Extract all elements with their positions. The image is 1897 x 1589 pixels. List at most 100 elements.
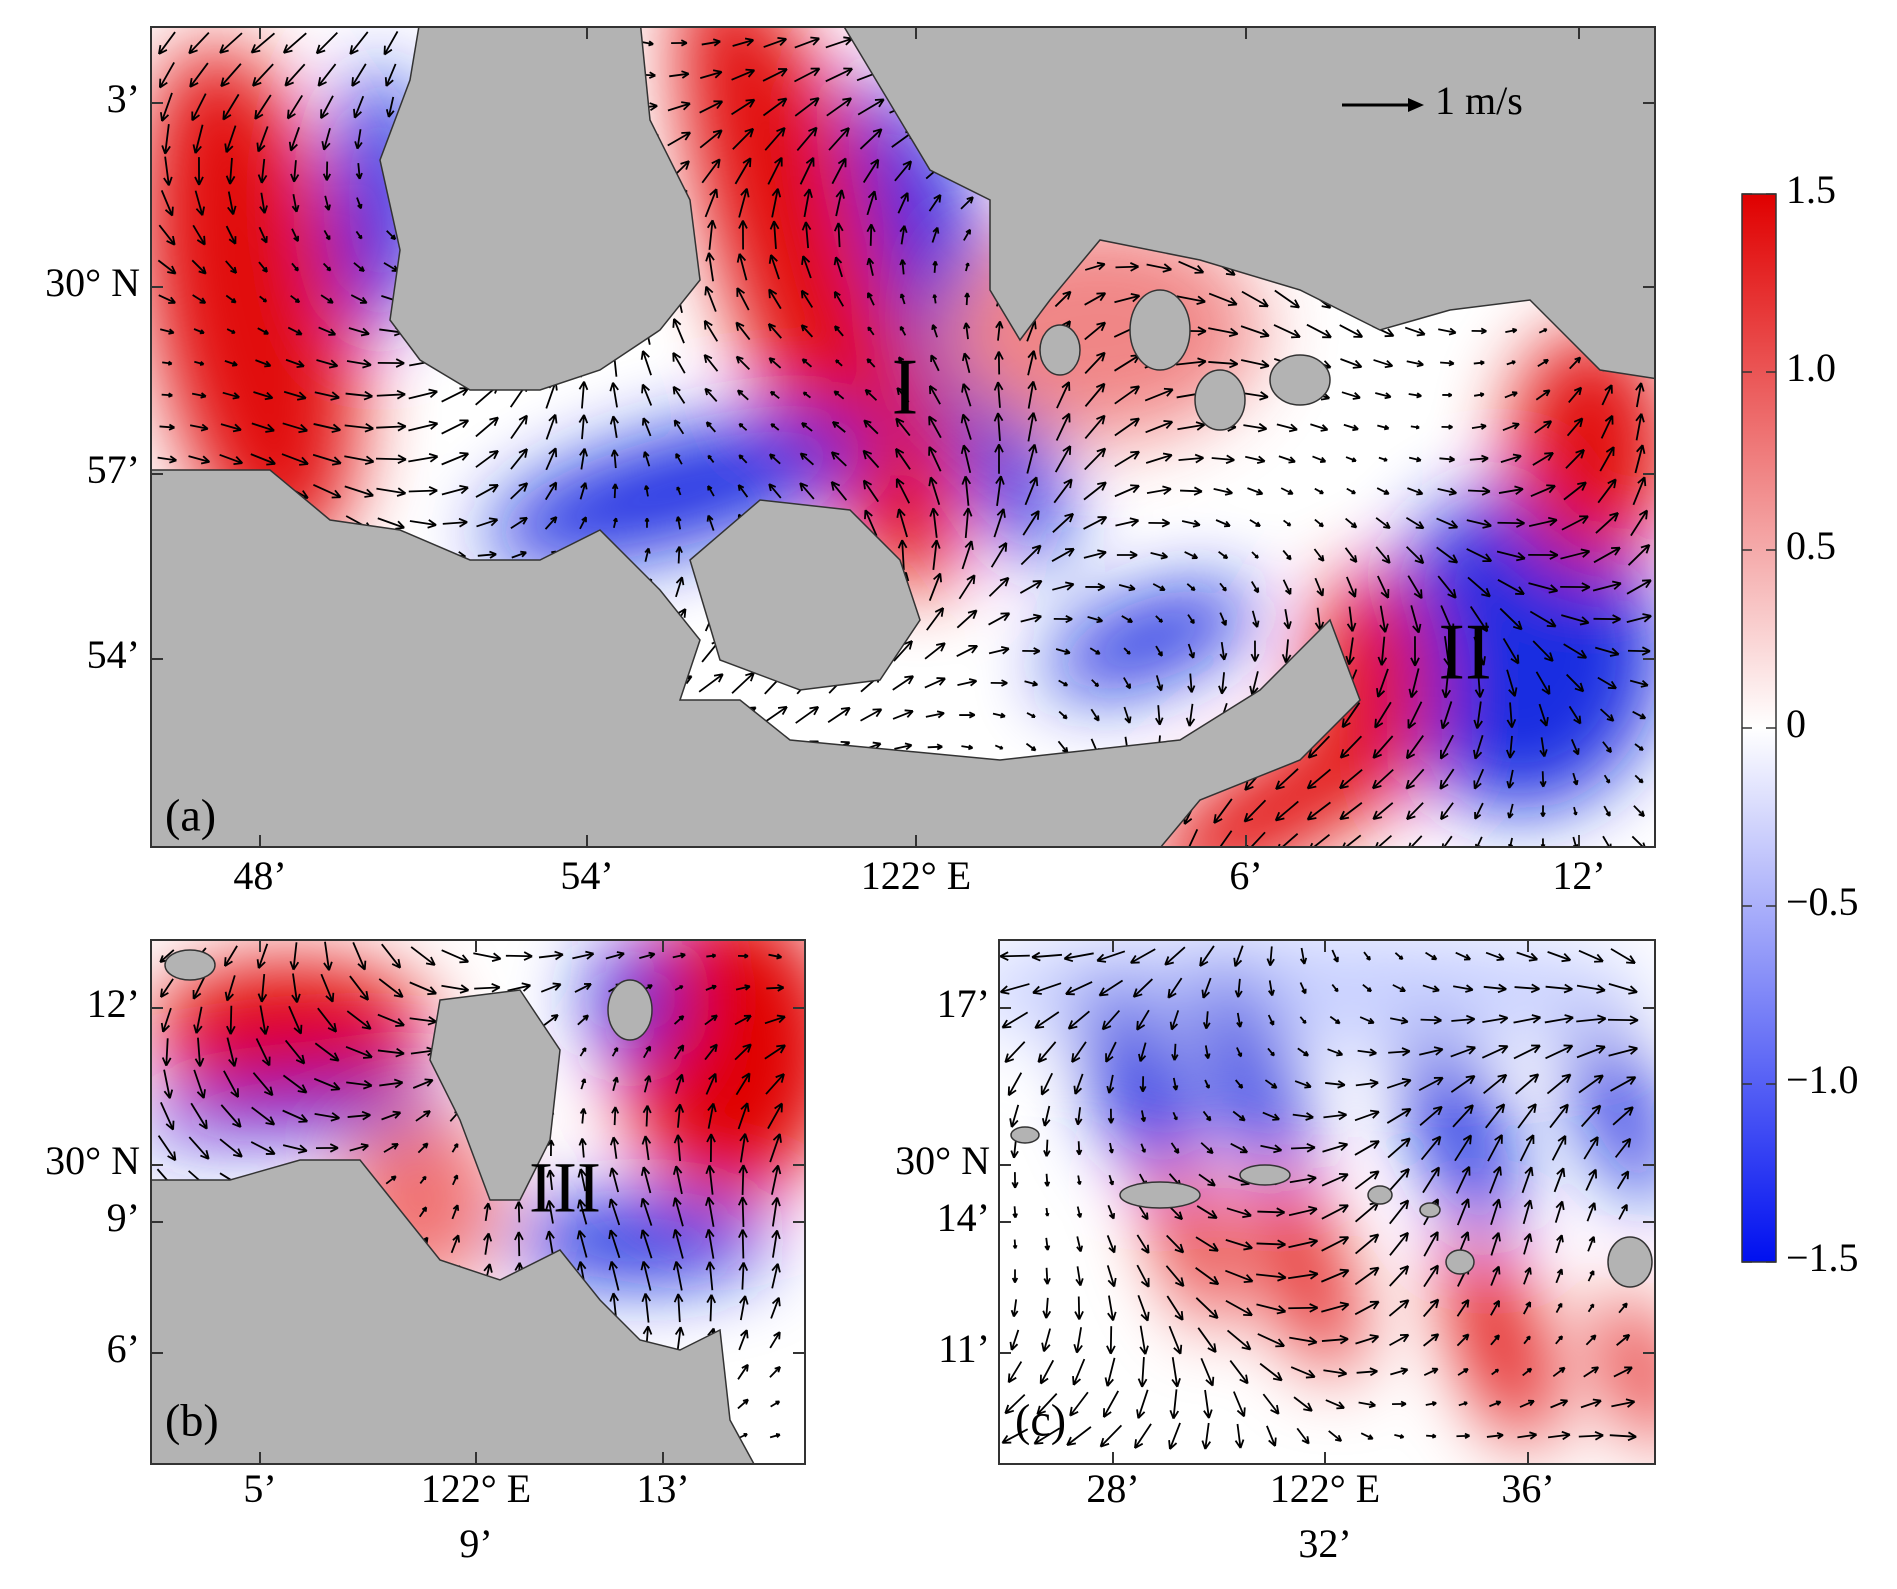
velocity-arrow — [1583, 1136, 1599, 1160]
velocity-arrow — [577, 1014, 590, 1026]
velocity-arrow — [1215, 519, 1231, 528]
velocity-arrow — [771, 1197, 781, 1227]
velocity-arrow — [1130, 948, 1156, 964]
velocity-arrow — [1234, 1079, 1244, 1089]
velocity-arrow — [254, 94, 272, 120]
velocity-arrow — [224, 125, 237, 154]
velocity-arrow — [672, 1197, 684, 1227]
velocity-arrow — [344, 422, 374, 433]
velocity-arrow — [866, 257, 875, 276]
velocity-arrow — [1456, 1333, 1470, 1347]
velocity-arrow — [1344, 547, 1358, 564]
velocity-arrow — [800, 289, 814, 308]
velocity-arrow — [705, 1228, 715, 1259]
velocity-arrow — [418, 1206, 428, 1218]
velocity-arrow — [701, 38, 721, 47]
velocity-arrow — [1118, 584, 1136, 592]
velocity-arrow — [1490, 1299, 1501, 1316]
velocity-arrow — [737, 1102, 750, 1130]
velocity-arrow — [574, 983, 592, 993]
velocity-arrow — [1538, 328, 1548, 334]
velocity-arrow — [1180, 486, 1203, 496]
velocity-arrow — [1614, 1137, 1632, 1158]
y-tick-label: 6’ — [107, 1326, 140, 1371]
velocity-arrow — [770, 423, 780, 431]
velocity-arrow — [1009, 1329, 1020, 1351]
velocity-arrow — [1136, 1009, 1150, 1031]
velocity-arrow — [1074, 1107, 1083, 1126]
panel-frame — [150, 939, 806, 1465]
y-tick-label: 9’ — [107, 1195, 140, 1240]
velocity-arrow — [667, 101, 691, 112]
velocity-arrow — [1618, 1302, 1628, 1314]
velocity-arrow — [1146, 263, 1172, 273]
velocity-arrow — [1422, 1298, 1440, 1318]
velocity-arrow — [1171, 1357, 1181, 1388]
velocity-arrow — [1560, 548, 1591, 560]
velocity-arrow — [1632, 710, 1647, 720]
velocity-arrow — [799, 452, 815, 466]
velocity-arrow — [1456, 1298, 1470, 1317]
velocity-arrow — [255, 1038, 271, 1067]
x-tick-label: 28’ — [1086, 1466, 1139, 1511]
velocity-arrow — [1306, 323, 1332, 339]
velocity-arrow — [1580, 1104, 1602, 1128]
velocity-arrow — [194, 1037, 205, 1067]
velocity-arrow — [1394, 952, 1404, 961]
velocity-arrow — [669, 70, 690, 79]
velocity-arrow — [579, 482, 588, 500]
velocity-arrow — [1486, 1432, 1504, 1440]
velocity-arrow — [675, 453, 683, 465]
velocity-arrow — [1105, 1041, 1117, 1063]
velocity-arrow — [1031, 951, 1063, 962]
velocity-arrow — [1377, 575, 1390, 599]
velocity-arrow — [1386, 1108, 1412, 1124]
velocity-arrow — [1451, 1014, 1476, 1025]
velocity-arrow — [475, 416, 499, 438]
velocity-arrow — [735, 355, 751, 371]
velocity-arrow — [1299, 982, 1307, 995]
velocity-arrow — [999, 951, 1030, 961]
velocity-arrow — [220, 63, 242, 88]
velocity-arrow — [1601, 384, 1613, 406]
y-tick-label: 30° N — [895, 1138, 990, 1183]
velocity-arrow — [1331, 984, 1339, 993]
velocity-arrow — [1506, 669, 1518, 697]
velocity-arrow — [1560, 582, 1591, 592]
velocity-arrow — [188, 455, 211, 465]
velocity-arrow — [1283, 519, 1292, 527]
velocity-arrow — [1201, 1422, 1212, 1450]
velocity-arrow — [1355, 1233, 1380, 1255]
velocity-arrow — [643, 1075, 652, 1093]
velocity-arrow — [1473, 701, 1483, 729]
velocity-arrow — [475, 484, 499, 498]
velocity-arrow — [1570, 739, 1580, 756]
velocity-arrow — [1041, 1328, 1051, 1353]
velocity-arrow — [1408, 392, 1422, 399]
velocity-arrow — [763, 36, 787, 48]
velocity-arrow — [1245, 455, 1266, 464]
velocity-arrow — [345, 390, 373, 401]
velocity-arrow — [349, 975, 369, 1001]
velocity-arrow — [161, 1038, 172, 1067]
velocity-arrow — [1500, 453, 1522, 464]
velocity-arrow — [224, 360, 238, 367]
velocity-arrow — [831, 157, 847, 185]
velocity-arrow — [259, 1005, 269, 1036]
velocity-arrow — [736, 389, 749, 401]
velocity-arrow — [282, 1109, 309, 1123]
velocity-arrow — [355, 230, 363, 240]
velocity-arrow — [769, 1365, 781, 1378]
velocity-arrow — [1040, 1072, 1054, 1096]
velocity-arrow — [160, 92, 173, 122]
velocity-arrow — [1052, 512, 1074, 533]
velocity-arrow — [1373, 359, 1394, 369]
velocity-arrow — [737, 1363, 749, 1380]
velocity-arrow — [699, 129, 723, 149]
velocity-arrow — [738, 1164, 749, 1195]
velocity-arrow — [1506, 360, 1516, 366]
velocity-arrow — [737, 1196, 748, 1227]
velocity-arrow — [188, 31, 210, 55]
velocity-arrow — [1407, 487, 1424, 496]
velocity-arrow — [1517, 1431, 1538, 1440]
